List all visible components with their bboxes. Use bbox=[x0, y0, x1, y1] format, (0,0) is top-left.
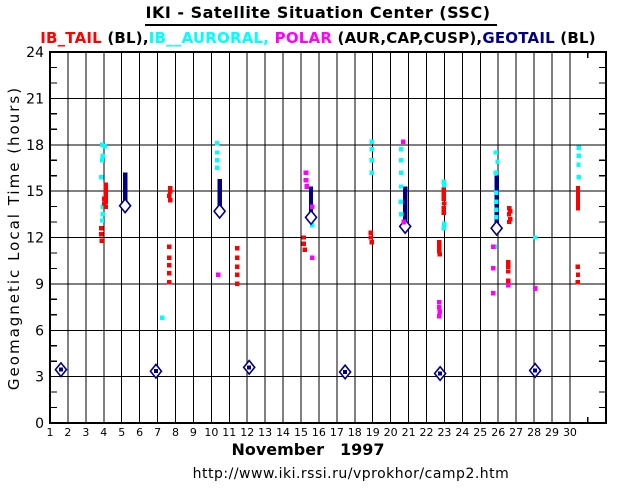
legend-segment: GEOTAIL bbox=[482, 29, 555, 47]
svg-text:11: 11 bbox=[222, 426, 236, 439]
svg-text:0: 0 bbox=[35, 416, 44, 432]
svg-text:9: 9 bbox=[190, 426, 197, 439]
svg-text:21: 21 bbox=[26, 91, 44, 107]
svg-text:9: 9 bbox=[35, 277, 44, 293]
legend-segment: (BL), bbox=[101, 29, 149, 47]
svg-text:18: 18 bbox=[348, 426, 362, 439]
title-underline bbox=[145, 24, 497, 26]
legend-segment: IB__AURORAL, bbox=[148, 29, 275, 47]
svg-text:24: 24 bbox=[26, 45, 44, 61]
svg-text:3: 3 bbox=[82, 426, 89, 439]
svg-text:6: 6 bbox=[136, 426, 143, 439]
svg-text:30: 30 bbox=[563, 426, 577, 439]
svg-text:26: 26 bbox=[491, 426, 505, 439]
legend-segment: (BL) bbox=[554, 29, 596, 47]
svg-text:13: 13 bbox=[258, 426, 272, 439]
svg-text:16: 16 bbox=[312, 426, 326, 439]
svg-text:22: 22 bbox=[420, 426, 434, 439]
legend-segment: POLAR bbox=[274, 29, 333, 47]
svg-text:17: 17 bbox=[330, 426, 344, 439]
svg-text:20: 20 bbox=[384, 426, 398, 439]
svg-text:23: 23 bbox=[437, 426, 451, 439]
legend-segment: (AUR,CAP,CUSP), bbox=[332, 29, 483, 47]
svg-text:12: 12 bbox=[240, 426, 254, 439]
svg-text:7: 7 bbox=[154, 426, 161, 439]
svg-text:4: 4 bbox=[100, 426, 107, 439]
svg-text:21: 21 bbox=[402, 426, 416, 439]
svg-text:5: 5 bbox=[118, 426, 125, 439]
svg-text:27: 27 bbox=[509, 426, 523, 439]
svg-text:15: 15 bbox=[26, 184, 44, 200]
svg-text:6: 6 bbox=[35, 323, 44, 339]
svg-text:1: 1 bbox=[47, 426, 54, 439]
x-axis-month: November bbox=[231, 440, 324, 459]
footer-url-text: http://www.iki.rssi.ru/vprokhor/camp2.ht… bbox=[192, 466, 510, 482]
svg-text:29: 29 bbox=[545, 426, 559, 439]
svg-text:28: 28 bbox=[527, 426, 541, 439]
svg-text:8: 8 bbox=[172, 426, 179, 439]
legend-segment: IB_TAIL bbox=[40, 29, 102, 47]
svg-text:25: 25 bbox=[473, 426, 487, 439]
svg-text:12: 12 bbox=[26, 231, 44, 247]
svg-text:19: 19 bbox=[366, 426, 380, 439]
x-axis-year: 1997 bbox=[340, 440, 385, 459]
svg-text:15: 15 bbox=[294, 426, 308, 439]
x-axis-title: November 1997 bbox=[0, 440, 616, 459]
svg-text:14: 14 bbox=[276, 426, 290, 439]
svg-text:2: 2 bbox=[64, 426, 71, 439]
chart-legend: IB_TAIL (BL),IB__AURORAL, POLAR (AUR,CAP… bbox=[0, 29, 636, 47]
page-title: IKI - Satellite Situation Center (SSC) bbox=[145, 3, 491, 22]
svg-text:3: 3 bbox=[35, 370, 44, 386]
svg-text:24: 24 bbox=[455, 426, 469, 439]
svg-text:18: 18 bbox=[26, 138, 44, 154]
y-axis-title: Geomagnetic Local Time (hours) bbox=[5, 85, 23, 391]
svg-text:10: 10 bbox=[204, 426, 218, 439]
